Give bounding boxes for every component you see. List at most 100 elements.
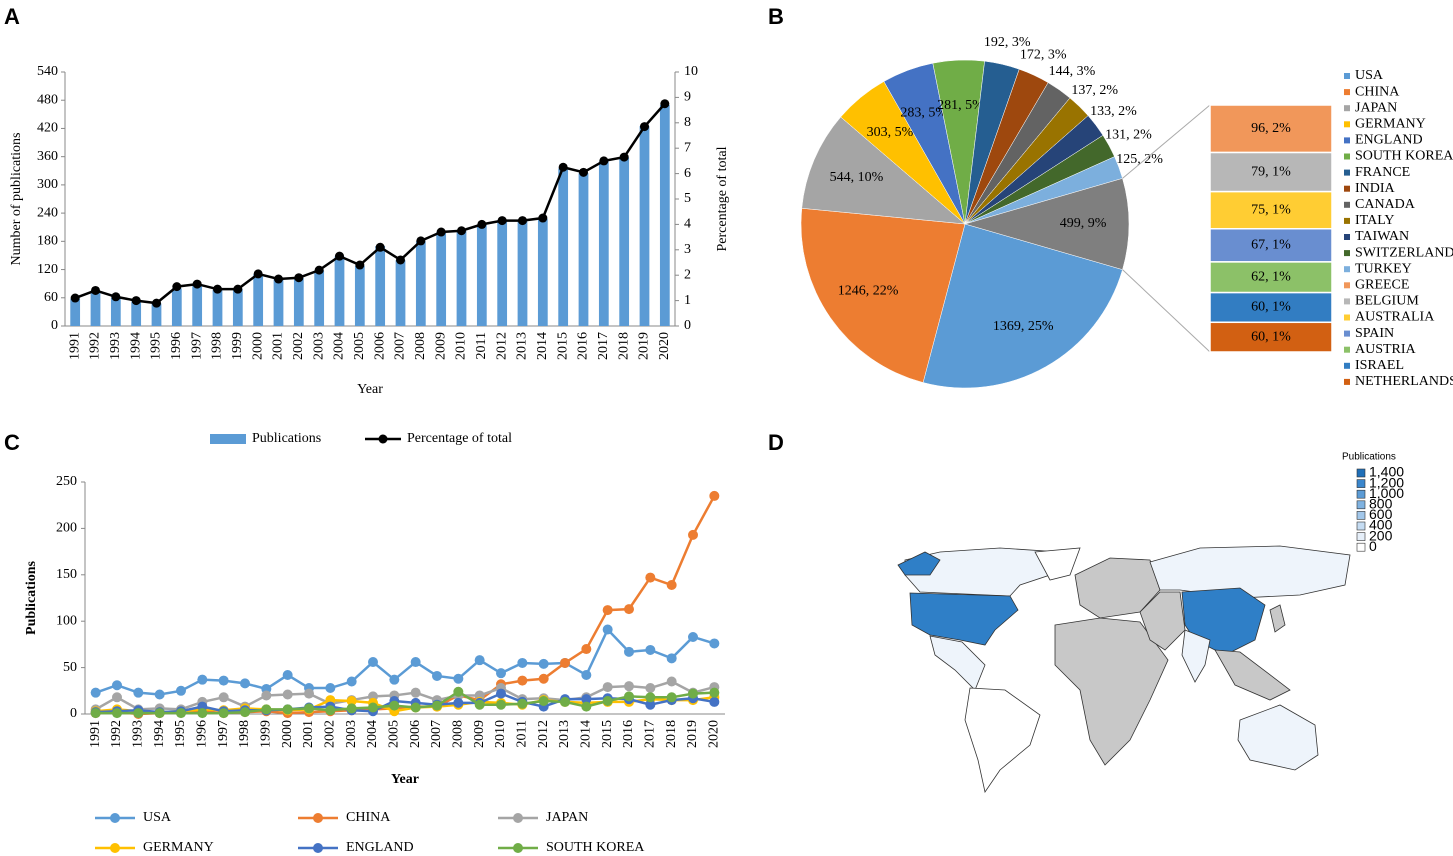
line-marker (304, 703, 314, 714)
legend-label: SWITZERLAND (1355, 245, 1453, 260)
legend-swatch (313, 813, 323, 823)
segment-label: 75, 1% (1251, 202, 1291, 217)
segment-label: 96, 2% (1251, 121, 1291, 136)
line-marker (314, 265, 324, 275)
line-marker (709, 638, 720, 649)
legend-label: FRANCE (1355, 165, 1410, 180)
y-tick-label: 120 (37, 262, 58, 277)
bar (131, 301, 142, 326)
line-marker (133, 708, 144, 719)
line (95, 495, 716, 716)
line-marker (133, 687, 144, 698)
segment-label: 60, 1% (1251, 329, 1291, 344)
line-marker (688, 529, 698, 540)
segment-label: 79, 1% (1251, 164, 1291, 179)
line-marker (261, 690, 272, 701)
segment-label: 60, 1% (1251, 300, 1291, 315)
x-tick-label: 1996 (169, 332, 184, 360)
africa (1054, 617, 1169, 766)
x-tick-label: 2004 (365, 720, 380, 748)
line (95, 627, 715, 696)
line-marker (218, 708, 229, 719)
segment-label: 62, 1% (1251, 269, 1291, 284)
bar (558, 168, 569, 326)
line-marker (335, 251, 344, 261)
line-marker (709, 687, 720, 698)
x-tick-label: 2015 (555, 332, 570, 360)
y-tick-label: 480 (37, 92, 58, 107)
x-tick-label: 2009 (472, 720, 487, 748)
x-tick-label: 1995 (149, 332, 164, 360)
bar (273, 278, 284, 326)
x-tick-label: 2010 (454, 332, 469, 360)
russia (1149, 545, 1351, 599)
legend-label: TURKEY (1355, 261, 1412, 276)
x-tick-label: 1999 (230, 332, 245, 360)
slice-label: 499, 9% (1060, 216, 1107, 231)
x-tick-label: 2013 (515, 332, 530, 360)
south-america (964, 687, 1041, 793)
legend-label: GERMANY (143, 840, 214, 855)
legend-label: SOUTH KOREA (1355, 149, 1453, 164)
line-marker (645, 572, 656, 583)
legend-swatch (1356, 521, 1366, 531)
x-tick-label: 2016 (621, 720, 636, 748)
line-marker (112, 680, 122, 691)
connector (1122, 269, 1211, 353)
line-marker (666, 580, 677, 591)
legend-swatch (1344, 201, 1350, 208)
x-tick-label: 2008 (413, 332, 428, 360)
x-tick-label: 2000 (250, 332, 265, 360)
line-marker (660, 99, 670, 109)
line-marker (688, 688, 698, 699)
y2-tick-label: 7 (684, 140, 691, 155)
line-marker (645, 692, 656, 703)
x-tick-label: 2006 (372, 332, 387, 360)
line-marker (474, 699, 485, 710)
slice-label: 144, 3% (1049, 64, 1096, 79)
slice-label: 131, 2% (1105, 127, 1152, 142)
x-tick-label: 2017 (643, 720, 658, 748)
line-marker (112, 692, 122, 703)
legend-swatch (1344, 362, 1350, 369)
line-marker (389, 700, 400, 711)
line-marker (496, 668, 506, 679)
slice-label: 192, 3% (984, 35, 1031, 50)
legend-swatch (1344, 121, 1350, 128)
x-tick-label: 2010 (493, 720, 508, 748)
line-marker (432, 670, 442, 681)
australia (1237, 704, 1319, 771)
line-marker (666, 676, 677, 687)
legend-label: GREECE (1355, 278, 1409, 293)
x-tick-label: 2008 (451, 720, 466, 748)
line-marker (176, 708, 186, 719)
line-marker (517, 657, 528, 668)
x-tick-label: 2017 (596, 332, 611, 360)
alaska (897, 551, 941, 576)
line-marker (599, 156, 609, 166)
legend-swatch (210, 434, 246, 444)
line-marker (538, 673, 549, 684)
bar (639, 126, 650, 326)
line-marker (581, 670, 592, 681)
bar (192, 284, 203, 326)
line-marker (666, 653, 677, 664)
pie-slice (922, 223, 1123, 389)
x-tick-label: 2018 (664, 720, 679, 748)
x-tick-label: 2013 (557, 720, 572, 748)
legend-swatch (1344, 73, 1350, 79)
line-marker (368, 702, 378, 713)
x-tick-label: 2003 (311, 332, 326, 360)
panel-letter: C (4, 430, 20, 455)
line-marker (477, 219, 487, 229)
x-tick-label: 2006 (408, 720, 423, 748)
x-tick-label: 1991 (67, 332, 82, 360)
x-tick-label: 1991 (88, 720, 103, 748)
x-tick-label: 1992 (109, 720, 124, 748)
legend-label: ENGLAND (1355, 133, 1423, 148)
line-marker (619, 152, 629, 162)
legend-label: AUSTRIA (1355, 342, 1417, 357)
x-tick-label: 1994 (128, 332, 143, 360)
slice-label: 172, 3% (1020, 47, 1067, 62)
y-tick-label: 250 (56, 474, 77, 489)
